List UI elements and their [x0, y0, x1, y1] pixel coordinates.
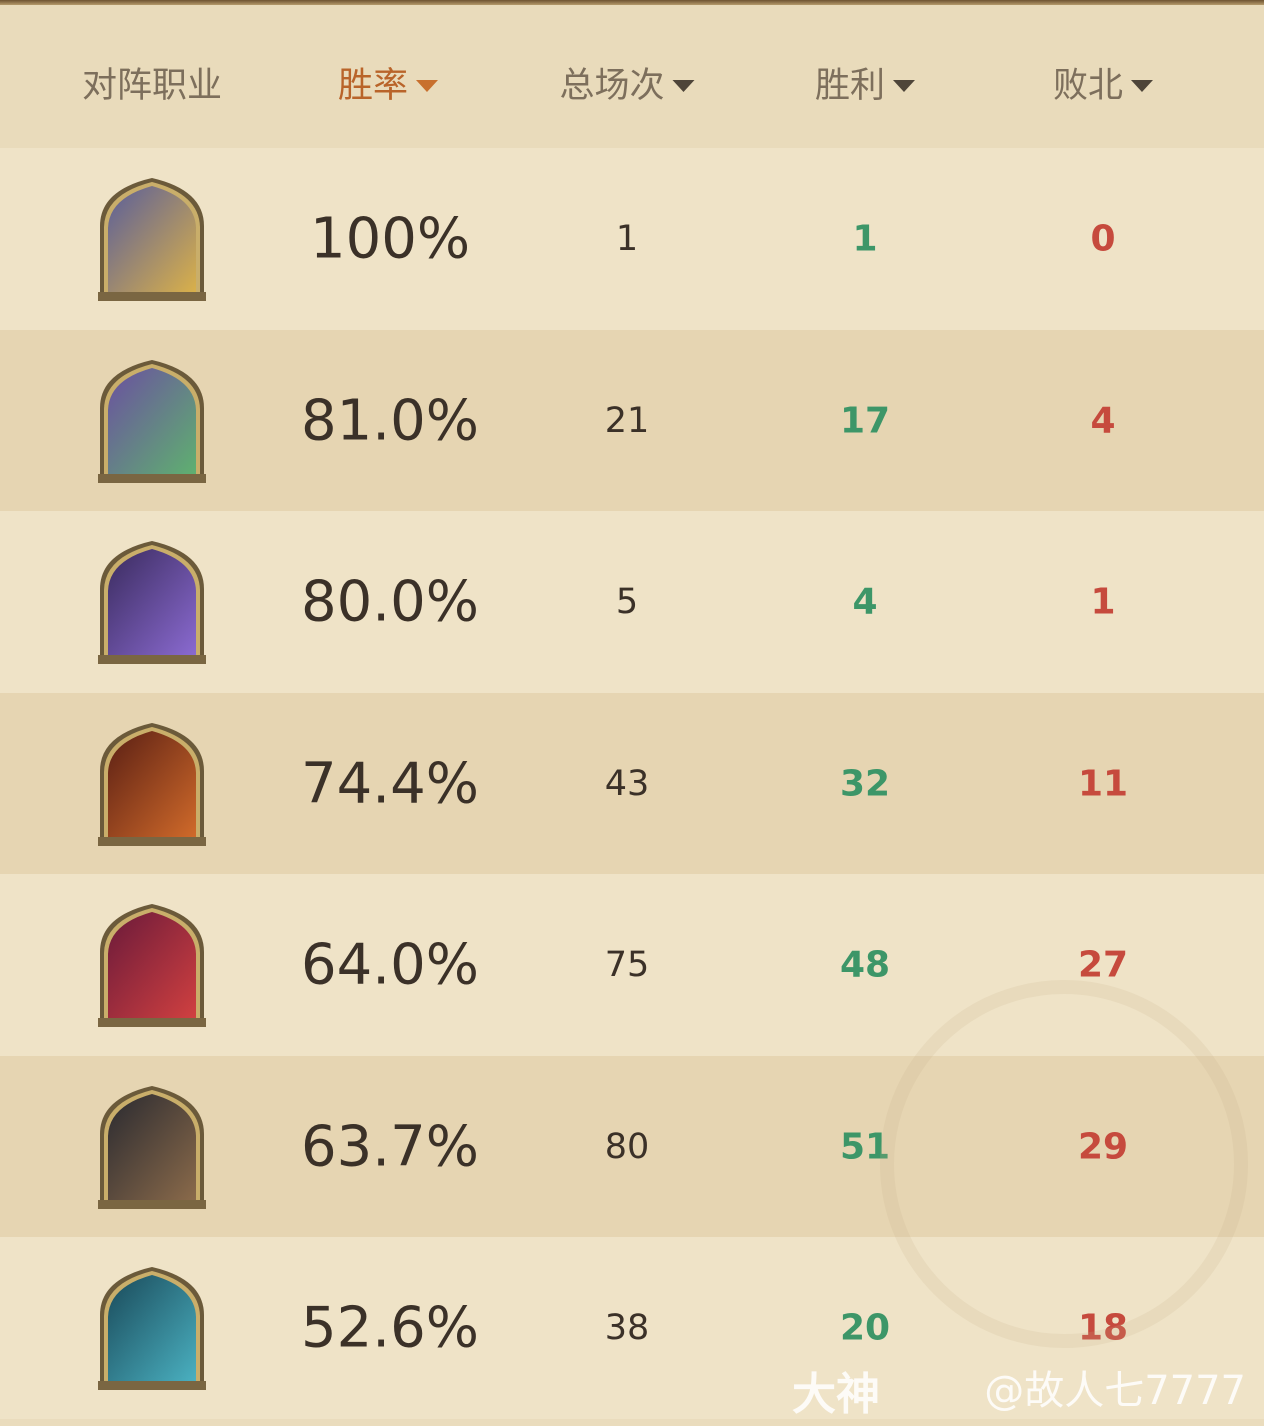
sort-total-games[interactable]: 总场次: [559, 57, 695, 108]
header-label: 胜利: [814, 66, 886, 106]
hero-portrait-icon: [98, 178, 206, 301]
win-rate: 63.7%: [301, 1114, 479, 1179]
watermark-brand: 大神: [792, 1369, 880, 1420]
win-rate: 52.6%: [301, 1295, 479, 1361]
losses: 4: [1090, 400, 1116, 441]
losses: 0: [1090, 218, 1116, 260]
table-row[interactable]: 100% 1 1 0: [0, 148, 1264, 330]
wins: 32: [839, 763, 891, 804]
win-rate: 100%: [309, 206, 471, 272]
background-swirl: [880, 980, 1248, 1348]
caret-down-icon: [1131, 79, 1154, 92]
header-label: 胜率: [337, 66, 409, 106]
table-row[interactable]: 74.4% 43 32 11: [0, 692, 1264, 875]
losses: 11: [1077, 763, 1129, 804]
win-rate: 80.0%: [301, 569, 479, 635]
watermark-user: @故人七7777: [984, 1368, 1246, 1414]
sort-win-rate[interactable]: 胜率: [337, 57, 439, 108]
wins: 48: [839, 944, 891, 986]
top-border: [0, 0, 1264, 5]
wins: 4: [852, 581, 878, 623]
header-label: 对阵职业: [81, 66, 223, 106]
losses: 1: [1090, 581, 1116, 623]
win-rate: 74.4%: [301, 751, 479, 816]
header-label: 总场次: [559, 66, 665, 106]
total-games: 43: [604, 763, 650, 804]
hero-portrait-icon: [98, 904, 206, 1027]
total-games: 21: [604, 400, 650, 441]
total-games: 38: [604, 1308, 650, 1348]
total-games: 1: [615, 219, 639, 259]
hero-portrait-icon: [98, 1267, 206, 1390]
table-header: 对阵职业 胜率 总场次 胜利 败北: [0, 5, 1264, 148]
hero-portrait-icon: [98, 359, 206, 483]
table-row[interactable]: 80.0% 5 4 1: [0, 511, 1264, 693]
caret-down-icon: [416, 79, 439, 92]
table-row[interactable]: 81.0% 21 17 4: [0, 329, 1264, 512]
header-label: 败北: [1052, 66, 1124, 106]
header-opponent-class: 对阵职业: [82, 57, 222, 108]
wins: 1: [852, 218, 878, 260]
hero-portrait-icon: [98, 722, 206, 846]
hero-portrait-icon: [98, 541, 206, 664]
losses: 27: [1077, 944, 1129, 986]
win-rate: 81.0%: [301, 388, 479, 453]
total-games: 5: [615, 582, 639, 622]
sort-wins[interactable]: 胜利: [814, 57, 916, 108]
win-rate: 64.0%: [301, 932, 479, 998]
hero-portrait-icon: [98, 1085, 206, 1209]
wins: 17: [839, 400, 891, 441]
total-games: 75: [604, 945, 650, 985]
caret-down-icon: [672, 79, 695, 92]
total-games: 80: [604, 1126, 650, 1167]
sort-losses[interactable]: 败北: [1052, 57, 1154, 108]
caret-down-icon: [893, 79, 916, 92]
wins: 20: [839, 1307, 891, 1349]
